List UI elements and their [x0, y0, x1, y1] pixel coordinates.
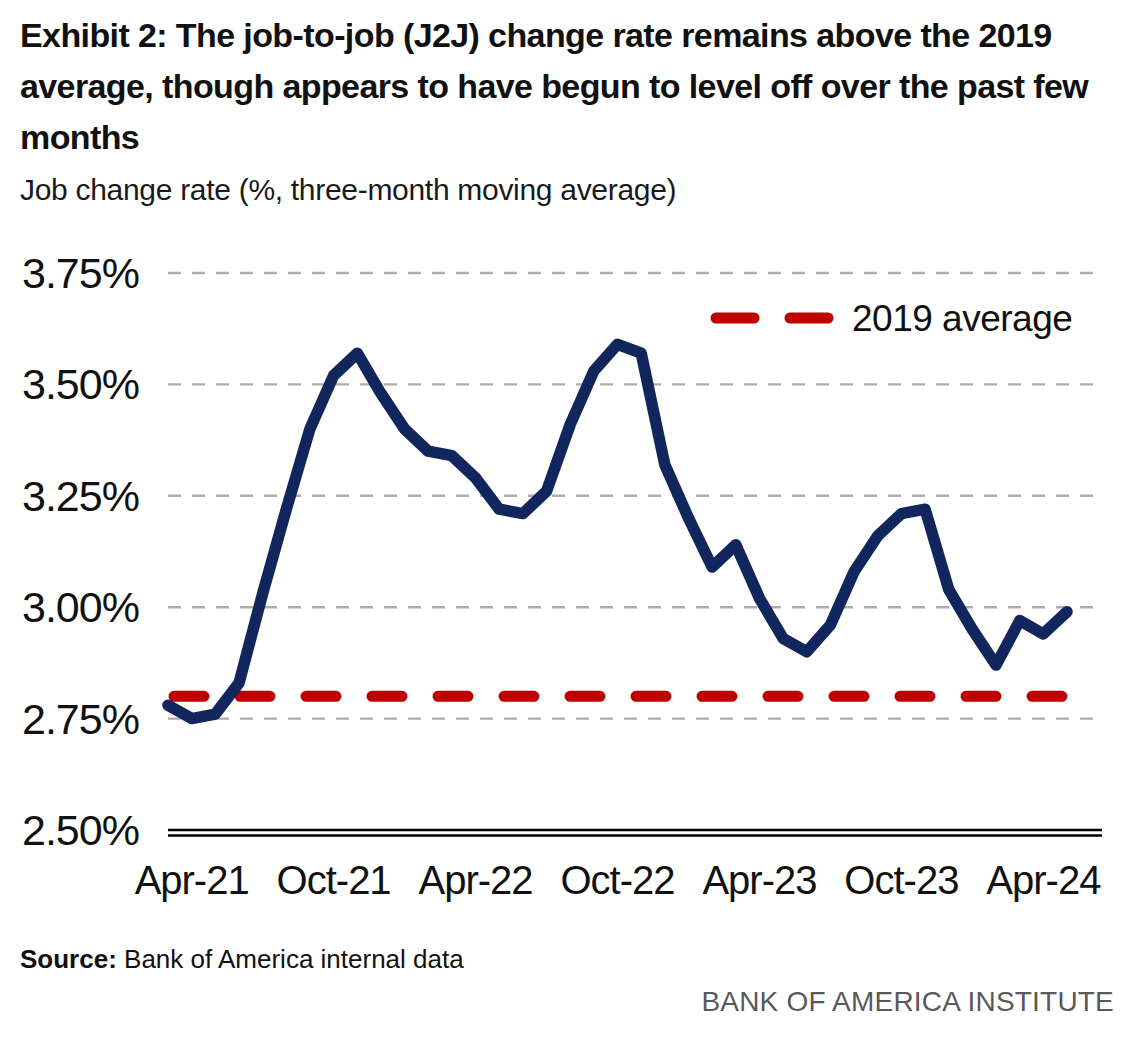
legend: 2019 average [716, 298, 1072, 339]
exhibit-title: Exhibit 2: The job-to-job (J2J) change r… [20, 10, 1122, 163]
line-chart: 3.75% 3.50% 3.25% 3.00% 2.75% 2.50% 2019 avera… [0, 218, 1140, 918]
source-text: Bank of America internal data [124, 944, 464, 974]
y-axis-tick-label: 3.00% [22, 583, 139, 631]
chart-area: 3.75% 3.50% 3.25% 3.00% 2.75% 2.50% 2019 avera… [0, 218, 1140, 918]
y-axis-tick-label: 2.75% [22, 695, 139, 743]
x-axis-tick-label: Oct-23 [844, 858, 958, 902]
x-axis-tick-label: Oct-22 [560, 858, 674, 902]
y-axis-tick-label: 3.25% [22, 472, 139, 520]
chart-subtitle: Job change rate (%, three-month moving a… [20, 173, 1122, 207]
x-axis-tick-label: Apr-23 [702, 858, 816, 902]
y-axis-tick-label: 3.50% [22, 360, 139, 408]
x-axis-tick-label: Apr-21 [135, 858, 249, 902]
exhibit-header: Exhibit 2: The job-to-job (J2J) change r… [20, 10, 1122, 207]
legend-label: 2019 average [852, 298, 1072, 339]
y-axis-tick-label: 2.50% [22, 806, 139, 854]
source-label: Source: [20, 944, 117, 974]
x-axis-tick-label: Apr-22 [419, 858, 533, 902]
x-axis-tick-label: Oct-21 [277, 858, 391, 902]
brand-footer: BANK OF AMERICA INSTITUTE [701, 986, 1114, 1018]
series-line-job-change-rate [168, 344, 1067, 718]
source-note: Source: Bank of America internal data [20, 944, 464, 975]
x-axis-tick-label: Apr-24 [986, 858, 1101, 902]
y-axis-tick-label: 3.75% [22, 249, 139, 297]
